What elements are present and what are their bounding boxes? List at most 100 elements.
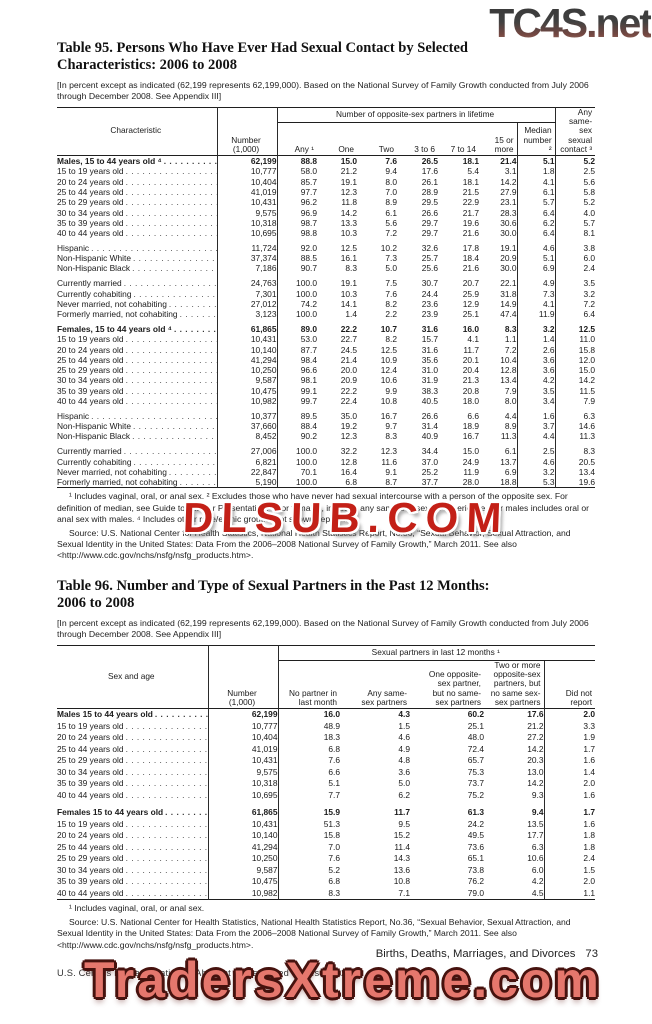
- cell-value: 7.3: [516, 288, 556, 299]
- cell-value: 11.4: [394, 841, 410, 852]
- cell-value: 1.7: [543, 743, 596, 756]
- table95: Characteristic Number (1,000) Number of …: [57, 107, 596, 489]
- table-row: 20 to 24 years old10,140 87.7 24.5 12.5 31.6…: [57, 344, 596, 355]
- cell-value: 24.4: [421, 288, 438, 299]
- cell-value: 15.0: [554, 365, 596, 376]
- cell-value: 89.5: [300, 410, 317, 421]
- cell-value: 8.0: [504, 396, 517, 407]
- cell-value: 6.1: [504, 446, 517, 457]
- cell-value: 10,140: [217, 344, 278, 355]
- cell-value: 10.6: [527, 853, 544, 864]
- table-row: 20 to 24 years old10,404 85.7 19.1 8.0 26.1 1…: [57, 176, 596, 187]
- cell-value: 4.6: [516, 456, 556, 467]
- cell-value: 16.1: [340, 253, 357, 264]
- column-header-no-partner: No partner in last month: [289, 687, 337, 707]
- cell-value: 6.8: [328, 743, 340, 754]
- cell-value: 4.5: [531, 887, 544, 898]
- cell-value: 5.1: [516, 155, 556, 167]
- cell-value: 26.5: [421, 156, 438, 167]
- table-row: Formerly married, not cohabiting5,190 100…: [57, 477, 596, 488]
- cell-value: 1.1: [543, 887, 596, 900]
- row-label: 40 to 44 years old: [57, 228, 218, 239]
- cell-value: 1.5: [398, 720, 410, 731]
- cell-value: 9,575: [217, 207, 278, 218]
- row-label: Non-Hispanic White: [57, 253, 218, 264]
- cell-value: 2.0: [543, 876, 596, 888]
- column-header-one: One: [338, 143, 354, 154]
- column-header-two: Two: [378, 143, 394, 154]
- cell-value: 96.2: [300, 197, 317, 208]
- row-label: 25 to 44 years old: [57, 841, 209, 854]
- cell-value: 1.7: [543, 807, 596, 819]
- table-row: Currently married27,006 100.0 32.2 12.3 34.4…: [57, 446, 596, 457]
- column-header-sex-and-age: Sex and age: [57, 645, 209, 709]
- cell-value: 28.9: [421, 186, 438, 197]
- cell-value: 10.9: [380, 354, 397, 365]
- cell-value: 25.1: [462, 309, 479, 320]
- cell-value: 30.0: [500, 263, 517, 274]
- cell-value: 41,019: [217, 186, 278, 198]
- cell-value: 3.6: [516, 365, 556, 376]
- table-row: Females, 15 to 44 years old ⁴61,865 89.0 2…: [57, 323, 596, 335]
- table-row: Hispanic10,377 89.5 35.0 16.7 26.6 6.6 4.41.66…: [57, 410, 596, 422]
- cell-value: 19.1: [340, 278, 357, 289]
- table-row: 25 to 44 years old41,019 6.8 4.9 72.4 14.21.…: [57, 743, 596, 756]
- cell-value: 1.1: [504, 334, 517, 345]
- cell-value: 24.5: [340, 344, 357, 355]
- cell-value: 27,006: [217, 446, 278, 457]
- cell-value: 20.8: [462, 385, 479, 396]
- cell-value: 100.0: [296, 477, 317, 488]
- cell-value: 9.9: [385, 385, 397, 396]
- cell-value: 10.4: [500, 354, 517, 365]
- column-header-7to14: 7 to 14: [450, 143, 476, 154]
- cell-value: 14.2: [554, 375, 596, 386]
- row-label: 25 to 29 years old: [57, 197, 218, 208]
- cell-value: 8.3: [554, 446, 596, 457]
- row-label: Males 15 to 44 years old: [57, 708, 209, 721]
- table96: Sex and age Number (1,000) Sexual partne…: [57, 645, 596, 901]
- cell-value: 21.5: [462, 186, 479, 197]
- cell-value: 31.9: [421, 375, 438, 386]
- cell-value: 3.1: [504, 166, 517, 177]
- cell-value: 10,318: [217, 217, 278, 229]
- cell-value: 26.6: [421, 410, 438, 421]
- cell-value: 6.3: [531, 841, 544, 852]
- cell-value: 13.6: [393, 864, 410, 875]
- cell-value: 15.8: [323, 830, 340, 841]
- cell-value: 4.6: [516, 242, 556, 254]
- cell-value: 20.0: [340, 365, 357, 376]
- cell-value: 22.2: [340, 323, 357, 334]
- cell-value: 70.1: [300, 466, 317, 477]
- cell-value: 8.9: [504, 421, 517, 432]
- cell-value: 40.5: [421, 396, 438, 407]
- cell-value: 7.2: [504, 344, 517, 355]
- cell-value: 21.4: [340, 354, 357, 365]
- cell-value: 4.4: [516, 431, 556, 442]
- cell-value: 22.1: [500, 278, 517, 289]
- cell-value: 73.6: [467, 841, 484, 852]
- row-label: Females 15 to 44 years old: [57, 807, 209, 819]
- row-label: 15 to 19 years old: [57, 334, 218, 345]
- cell-value: 10.3: [340, 288, 357, 299]
- cell-value: 1.8: [516, 166, 556, 177]
- cell-value: 7.2: [554, 298, 596, 310]
- cell-value: 96.6: [300, 365, 317, 376]
- cell-value: 8.7: [385, 477, 397, 488]
- row-label: Non-Hispanic White: [57, 421, 218, 432]
- table-row: Never married, not cohabiting22,847 70.1 1…: [57, 466, 596, 478]
- cell-value: 10,695: [208, 789, 279, 802]
- cell-value: 1.8: [543, 841, 596, 854]
- cell-value: 6.9: [516, 263, 556, 274]
- spacer-row: [57, 801, 596, 808]
- cell-value: 10,250: [217, 365, 278, 376]
- cell-value: 19.6: [554, 477, 596, 488]
- row-label: 40 to 44 years old: [57, 789, 209, 802]
- cell-value: 12.0: [554, 354, 596, 366]
- row-label: 25 to 29 years old: [57, 755, 209, 767]
- cell-value: 1.9: [543, 732, 596, 744]
- cell-value: 7.6: [328, 755, 340, 766]
- cell-value: 17.8: [462, 242, 479, 253]
- cell-value: 9.1: [385, 466, 397, 477]
- cell-value: 10,431: [217, 197, 278, 208]
